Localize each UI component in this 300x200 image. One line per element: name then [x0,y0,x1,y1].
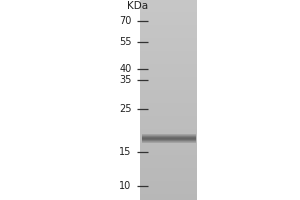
Text: 55: 55 [119,37,131,47]
Text: 70: 70 [119,16,131,26]
Text: 10: 10 [119,181,131,191]
Text: KDa: KDa [127,1,148,11]
Text: 35: 35 [119,75,131,85]
Text: 40: 40 [119,64,131,74]
Text: 15: 15 [119,147,131,157]
Text: 25: 25 [119,104,131,114]
